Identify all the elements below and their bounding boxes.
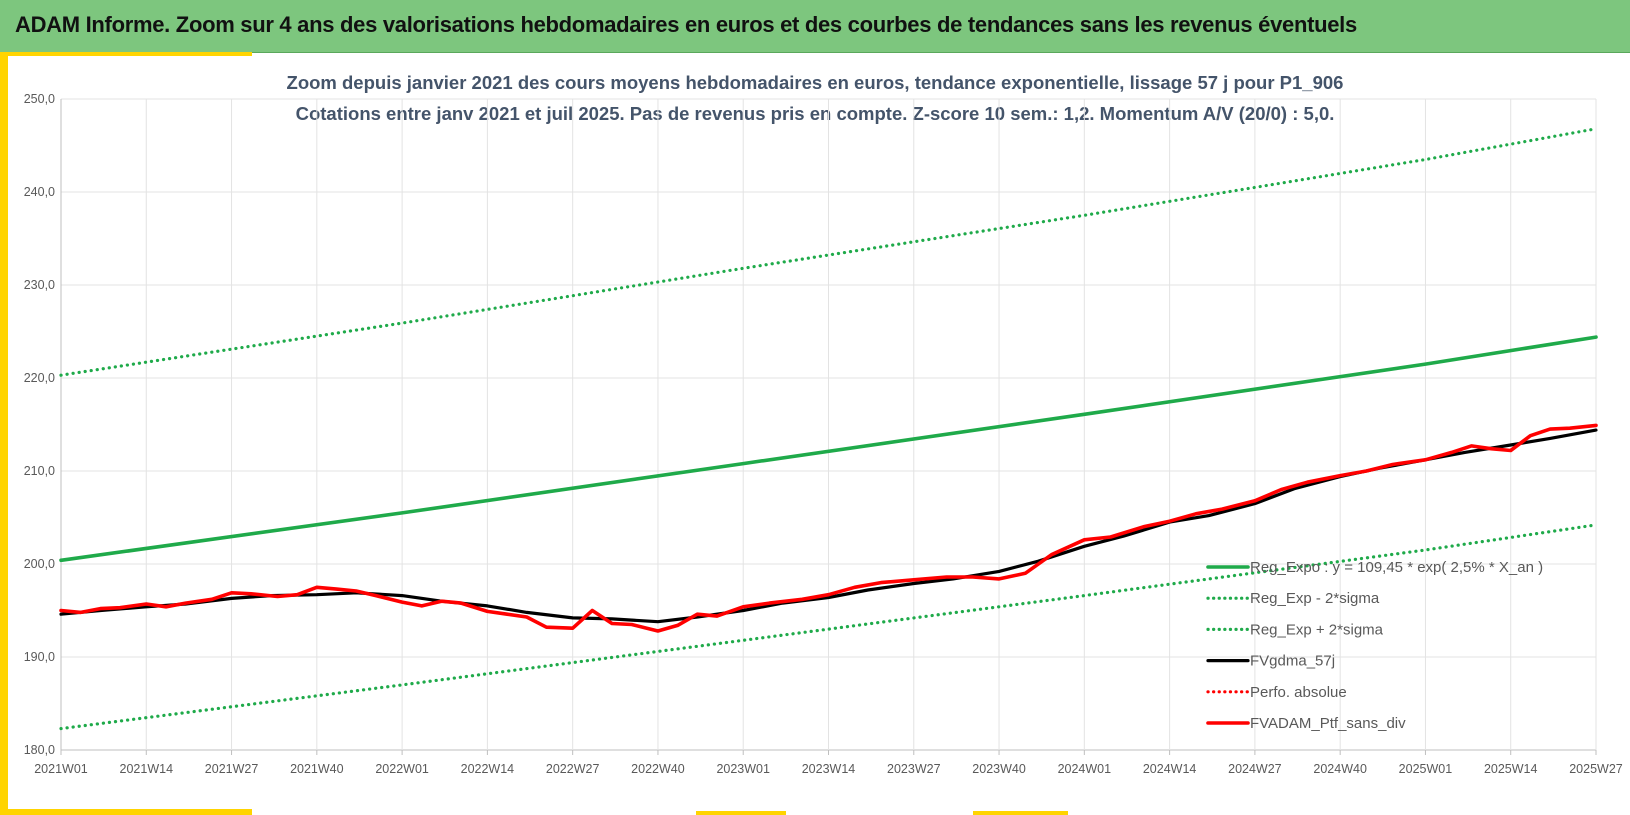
accent-stripe-bottom (0, 809, 252, 815)
series-lines (59, 127, 1598, 731)
x-tick-label: 2025W01 (1399, 762, 1453, 776)
page-title: ADAM Informe. Zoom sur 4 ans des valoris… (15, 12, 1357, 37)
x-axis: 2021W01 2021W14 2021W27 2021W40 2022W01 2022W… (34, 762, 1623, 776)
y-tick-label: 200,0 (24, 557, 55, 571)
x-tick-label: 2025W14 (1484, 762, 1538, 776)
y-tick-label: 220,0 (24, 371, 55, 385)
accent-mark-1 (696, 811, 786, 815)
y-tick-label: 230,0 (24, 278, 55, 292)
x-tick-label: 2021W27 (205, 762, 259, 776)
x-tick-label: 2024W01 (1058, 762, 1112, 776)
x-tick-label: 2023W01 (716, 762, 770, 776)
y-tick-label: 190,0 (24, 650, 55, 664)
y-tick-label: 240,0 (24, 185, 55, 199)
y-tick-label: 180,0 (24, 743, 55, 757)
x-tick-label: 2022W40 (631, 762, 685, 776)
accent-mark-2 (973, 811, 1068, 815)
x-tick-label: 2023W14 (802, 762, 856, 776)
y-tick-label: 250,0 (24, 92, 55, 106)
header-bar: ADAM Informe. Zoom sur 4 ans des valoris… (0, 0, 1630, 53)
accent-stripe-left (0, 52, 8, 815)
legend-label: Perfo. absolue (1250, 684, 1347, 701)
x-tick-label: 2025W27 (1569, 762, 1623, 776)
x-tick-label: 2024W40 (1313, 762, 1367, 776)
y-axis: 180,0 190,0 200,0 210,0 220,0 230,0 240,0 250,0 (24, 92, 55, 757)
x-tick-label: 2021W01 (34, 762, 88, 776)
series-line-reg_expo (59, 335, 1598, 563)
grid (60, 98, 1597, 755)
x-tick-label: 2021W14 (120, 762, 174, 776)
legend-label: Reg_Expo : y = 109,45 * exp( 2,5% * X_an… (1250, 559, 1543, 576)
legend-label: FVADAM_Ptf_sans_div (1250, 715, 1406, 732)
x-tick-label: 2023W40 (972, 762, 1026, 776)
series-line-reg_exp (59, 523, 1598, 731)
legend-label: FVgdma_57j (1250, 653, 1335, 670)
series-line-reg_exp (59, 127, 1598, 377)
x-tick-label: 2024W14 (1143, 762, 1197, 776)
legend: Reg_Expo : y = 109,45 * exp( 2,5% * X_an… (1206, 559, 1543, 732)
legend-label: Reg_Exp - 2*sigma (1250, 590, 1380, 607)
legend-label: Reg_Exp + 2*sigma (1250, 621, 1384, 638)
x-tick-label: 2024W27 (1228, 762, 1282, 776)
accent-stripe-top (0, 52, 252, 56)
chart-title: Zoom depuis janvier 2021 des cours moyen… (287, 72, 1344, 93)
x-tick-label: 2022W14 (461, 762, 515, 776)
x-tick-label: 2021W40 (290, 762, 344, 776)
x-tick-label: 2022W01 (375, 762, 429, 776)
series-line-fvadam_ptf_sans_div (59, 423, 1598, 633)
y-tick-label: 210,0 (24, 464, 55, 478)
x-tick-label: 2023W27 (887, 762, 941, 776)
x-tick-label: 2022W27 (546, 762, 600, 776)
chart-subtitle: Cotations entre janv 2021 et juil 2025. … (296, 103, 1335, 124)
